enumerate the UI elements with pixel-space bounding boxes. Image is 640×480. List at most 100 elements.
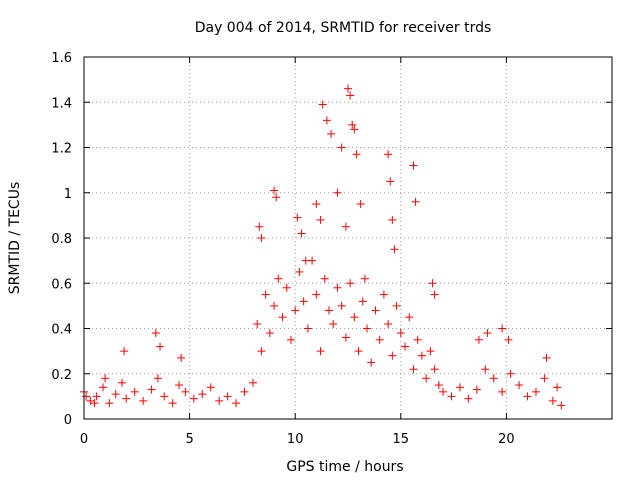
data-point — [341, 222, 350, 231]
data-point — [299, 297, 308, 306]
data-point — [270, 186, 279, 195]
x-axis-label: GPS time / hours — [286, 459, 403, 475]
data-point — [498, 387, 507, 396]
data-point — [464, 394, 473, 403]
x-tick-label: 20 — [498, 432, 515, 447]
data-point — [151, 329, 160, 338]
data-point — [257, 347, 266, 356]
data-point — [409, 161, 418, 170]
y-tick-label: 1.4 — [51, 96, 72, 111]
data-point — [257, 234, 266, 242]
y-tick-label: 1.6 — [51, 51, 72, 66]
data-point — [413, 335, 422, 344]
data-point — [270, 301, 279, 310]
y-tick-labels: 0 0.2 0.4 0.6 0.8 1 1.2 1.4 1.6 — [51, 51, 72, 428]
data-point — [348, 120, 357, 129]
data-point — [447, 392, 456, 401]
data-point — [341, 333, 350, 342]
data-points — [80, 84, 566, 410]
data-point — [255, 222, 264, 231]
data-point — [426, 347, 435, 356]
data-point — [455, 383, 464, 392]
data-point — [506, 369, 515, 378]
data-point — [303, 324, 312, 333]
data-point — [320, 274, 329, 283]
data-point — [160, 392, 169, 401]
data-point — [274, 274, 283, 283]
data-point — [253, 319, 262, 328]
data-point — [181, 387, 190, 396]
data-point — [82, 392, 91, 401]
data-point — [474, 335, 483, 344]
data-point — [346, 279, 355, 288]
data-point — [122, 394, 131, 403]
data-point — [401, 342, 410, 351]
y-tick-label: 0.8 — [51, 232, 72, 247]
data-point — [90, 399, 99, 408]
data-point — [118, 378, 127, 387]
y-tick-label: 0.4 — [51, 323, 72, 338]
data-point — [557, 401, 566, 410]
data-point — [215, 396, 224, 405]
data-point — [301, 256, 310, 265]
data-point — [388, 351, 397, 360]
data-point — [248, 378, 257, 387]
data-point — [386, 177, 395, 186]
data-point — [379, 290, 388, 299]
y-tick-label: 1.2 — [51, 142, 72, 157]
data-point — [329, 319, 338, 328]
x-tick-label: 0 — [80, 432, 88, 447]
data-point — [278, 313, 287, 322]
data-point — [430, 365, 439, 374]
data-point — [358, 297, 367, 306]
data-point — [350, 125, 359, 134]
data-point — [411, 197, 420, 206]
data-point — [168, 399, 177, 408]
data-point — [240, 387, 249, 396]
data-point — [396, 329, 405, 338]
data-point — [352, 150, 361, 159]
data-point — [111, 390, 120, 399]
data-point — [371, 306, 380, 315]
data-point — [139, 396, 148, 405]
data-point — [375, 335, 384, 344]
data-point — [434, 381, 443, 390]
data-point — [548, 396, 557, 405]
data-point — [312, 200, 321, 209]
data-point — [428, 279, 437, 288]
data-point — [295, 267, 304, 276]
data-point — [177, 353, 186, 362]
data-point — [405, 313, 414, 322]
data-point — [156, 342, 165, 351]
y-tick-label: 0 — [64, 413, 72, 428]
data-point — [189, 394, 198, 403]
data-point — [356, 200, 365, 209]
data-point — [272, 193, 281, 202]
data-point — [286, 335, 295, 344]
data-point — [101, 374, 110, 383]
y-tick-label: 0.2 — [51, 368, 72, 383]
data-point — [350, 313, 359, 322]
data-point — [291, 306, 300, 315]
grid — [84, 57, 612, 419]
data-point — [481, 365, 490, 374]
data-point — [333, 283, 342, 292]
data-point — [392, 301, 401, 310]
data-point — [312, 290, 321, 299]
data-point — [206, 383, 215, 392]
data-point — [430, 290, 439, 299]
y-axis-label: SRMTID / TECUs — [7, 182, 23, 295]
data-point — [261, 290, 270, 299]
y-tick-label: 0.6 — [51, 277, 72, 292]
x-tick-label: 10 — [287, 432, 304, 447]
data-point — [223, 392, 232, 401]
data-point — [489, 374, 498, 383]
data-point — [297, 229, 306, 238]
data-point — [86, 396, 95, 405]
data-point — [344, 84, 352, 93]
axis-ticks — [83, 56, 612, 420]
data-point — [515, 381, 524, 390]
data-point — [337, 301, 346, 310]
data-point — [384, 319, 393, 328]
